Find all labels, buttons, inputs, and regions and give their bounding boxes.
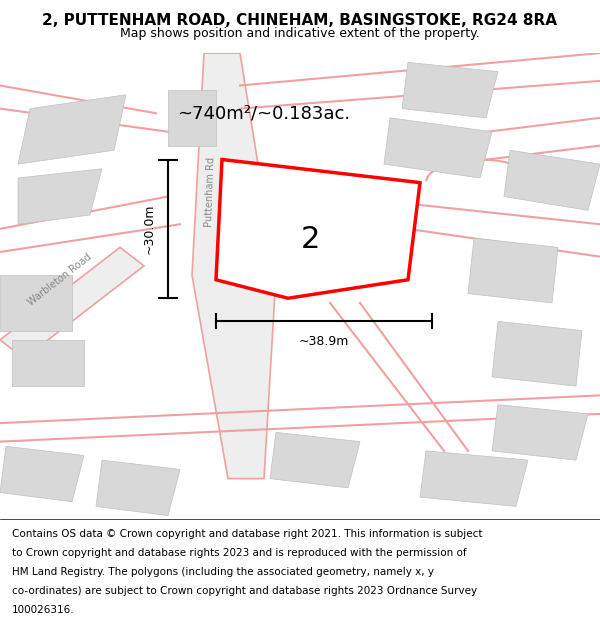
Text: ~30.0m: ~30.0m xyxy=(143,204,156,254)
Polygon shape xyxy=(216,159,420,298)
Text: HM Land Registry. The polygons (including the associated geometry, namely x, y: HM Land Registry. The polygons (includin… xyxy=(12,567,434,577)
Text: Contains OS data © Crown copyright and database right 2021. This information is : Contains OS data © Crown copyright and d… xyxy=(12,529,482,539)
Polygon shape xyxy=(468,238,558,303)
Polygon shape xyxy=(18,95,126,164)
Polygon shape xyxy=(18,169,102,224)
Polygon shape xyxy=(0,446,84,502)
Text: ~38.9m: ~38.9m xyxy=(299,335,349,348)
Polygon shape xyxy=(492,321,582,386)
Polygon shape xyxy=(192,53,276,479)
Text: to Crown copyright and database rights 2023 and is reproduced with the permissio: to Crown copyright and database rights 2… xyxy=(12,548,467,558)
Text: Warbleton Road: Warbleton Road xyxy=(26,252,94,308)
Polygon shape xyxy=(12,340,84,386)
Polygon shape xyxy=(168,90,216,146)
Text: Map shows position and indicative extent of the property.: Map shows position and indicative extent… xyxy=(120,27,480,40)
Polygon shape xyxy=(402,62,498,118)
Text: Puttenham Rd: Puttenham Rd xyxy=(204,157,216,227)
Polygon shape xyxy=(270,432,360,488)
Polygon shape xyxy=(264,196,324,257)
Text: 100026316.: 100026316. xyxy=(12,605,74,615)
Polygon shape xyxy=(384,118,492,178)
Polygon shape xyxy=(420,451,528,506)
Polygon shape xyxy=(504,150,600,211)
Text: 2, PUTTENHAM ROAD, CHINEHAM, BASINGSTOKE, RG24 8RA: 2, PUTTENHAM ROAD, CHINEHAM, BASINGSTOKE… xyxy=(43,13,557,28)
Polygon shape xyxy=(0,275,72,331)
Text: co-ordinates) are subject to Crown copyright and database rights 2023 Ordnance S: co-ordinates) are subject to Crown copyr… xyxy=(12,586,477,596)
Text: 2: 2 xyxy=(301,226,320,254)
Text: ~740m²/~0.183ac.: ~740m²/~0.183ac. xyxy=(178,104,350,122)
Polygon shape xyxy=(0,248,144,358)
Polygon shape xyxy=(492,404,588,460)
Polygon shape xyxy=(96,460,180,516)
